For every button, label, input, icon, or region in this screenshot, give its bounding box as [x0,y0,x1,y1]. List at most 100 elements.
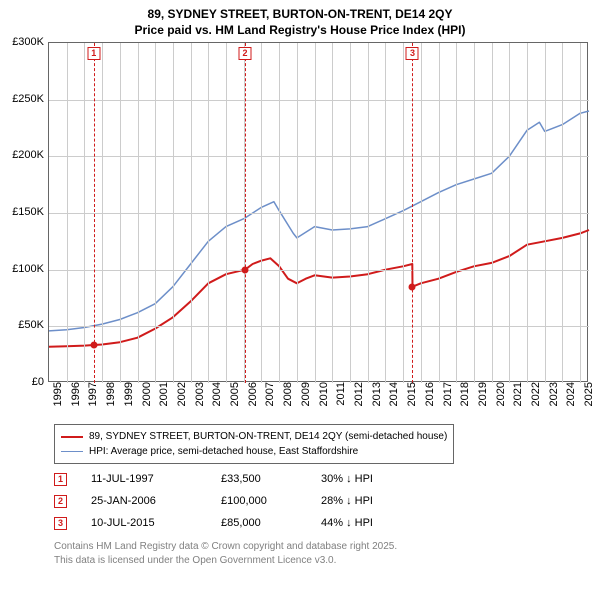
x-axis-label: 2001 [158,382,170,422]
x-axis-label: 2005 [229,382,241,422]
gridline-h [49,326,589,327]
gridline-v [102,43,103,383]
y-axis-label: £250K [0,93,44,105]
legend-swatch [61,451,83,452]
series-price_paid [49,230,589,347]
gridline-v [173,43,174,383]
x-axis-label: 2004 [211,382,223,422]
gridline-v [120,43,121,383]
event-marker-dot [90,342,97,349]
footer-line-1: Contains HM Land Registry data © Crown c… [54,540,397,554]
event-price: £85,000 [221,517,321,529]
gridline-v [562,43,563,383]
gridline-h [49,213,589,214]
x-axis-label: 2020 [495,382,507,422]
x-axis-label: 2002 [176,382,188,422]
x-axis-label: 2021 [512,382,524,422]
x-axis-label: 2006 [247,382,259,422]
gridline-v [67,43,68,383]
gridline-v [456,43,457,383]
legend-item: 89, SYDNEY STREET, BURTON-ON-TRENT, DE14… [61,429,447,444]
event-table: 111-JUL-1997£33,50030% ↓ HPI225-JAN-2006… [54,468,441,534]
x-axis-label: 2025 [583,382,595,422]
gridline-h [49,100,589,101]
gridline-v [84,43,85,383]
gridline-v [350,43,351,383]
event-delta: 30% ↓ HPI [321,473,441,485]
x-axis-label: 1995 [52,382,64,422]
y-axis-label: £200K [0,149,44,161]
gridline-v [474,43,475,383]
gridline-v [315,43,316,383]
gridline-v [492,43,493,383]
gridline-v [208,43,209,383]
gridline-v [545,43,546,383]
gridline-v [385,43,386,383]
gridline-v [403,43,404,383]
x-axis-label: 2014 [388,382,400,422]
gridline-h [49,270,589,271]
title-line-2: Price paid vs. HM Land Registry's House … [0,22,600,38]
x-axis-label: 2000 [141,382,153,422]
legend-swatch [61,436,83,438]
legend-label: 89, SYDNEY STREET, BURTON-ON-TRENT, DE14… [89,429,447,444]
gridline-v [439,43,440,383]
x-axis-label: 2003 [194,382,206,422]
gridline-h [49,156,589,157]
x-axis-label: 1996 [70,382,82,422]
x-axis-label: 2018 [459,382,471,422]
event-marker-box: 3 [406,47,419,60]
gridline-v [155,43,156,383]
x-axis-label: 2010 [318,382,330,422]
x-axis-label: 2013 [371,382,383,422]
gridline-v [297,43,298,383]
x-axis-label: 2007 [264,382,276,422]
y-axis-label: £50K [0,319,44,331]
chart-plot-area: 1 2 3 [48,42,588,382]
gridline-v [527,43,528,383]
gridline-v [580,43,581,383]
x-axis-label: 2016 [424,382,436,422]
event-marker-dot [409,283,416,290]
event-row: 3 10-JUL-2015£85,00044% ↓ HPI [54,512,441,534]
chart-title: 89, SYDNEY STREET, BURTON-ON-TRENT, DE14… [0,0,600,38]
event-vertical-line [412,43,413,383]
y-axis-label: £100K [0,263,44,275]
event-date: 10-JUL-2015 [91,517,221,529]
gridline-v [332,43,333,383]
event-row: 111-JUL-1997£33,50030% ↓ HPI [54,468,441,490]
legend-item: HPI: Average price, semi-detached house,… [61,444,447,459]
gridline-v [191,43,192,383]
event-price: £33,500 [221,473,321,485]
footer-line-2: This data is licensed under the Open Gov… [54,554,397,568]
gridline-v [226,43,227,383]
event-row-marker: 2 [54,495,67,508]
gridline-v [279,43,280,383]
x-axis-label: 2008 [282,382,294,422]
gridline-v [138,43,139,383]
x-axis-label: 1998 [105,382,117,422]
x-axis-label: 2023 [548,382,560,422]
event-delta: 28% ↓ HPI [321,495,441,507]
event-vertical-line [245,43,246,383]
gridline-v [509,43,510,383]
x-axis-label: 2015 [406,382,418,422]
event-price: £100,000 [221,495,321,507]
legend-label: HPI: Average price, semi-detached house,… [89,444,358,459]
event-marker-box: 2 [238,47,251,60]
gridline-v [368,43,369,383]
x-axis-label: 2019 [477,382,489,422]
x-axis-label: 2017 [442,382,454,422]
event-delta: 44% ↓ HPI [321,517,441,529]
event-marker-dot [241,266,248,273]
event-row-marker: 3 [54,517,67,530]
event-row-marker: 1 [54,473,67,486]
x-axis-label: 2022 [530,382,542,422]
x-axis-label: 2012 [353,382,365,422]
event-vertical-line [94,43,95,383]
event-marker-box: 1 [87,47,100,60]
gridline-v [421,43,422,383]
gridline-v [261,43,262,383]
x-axis-label: 2024 [565,382,577,422]
event-row: 225-JAN-2006£100,00028% ↓ HPI [54,490,441,512]
